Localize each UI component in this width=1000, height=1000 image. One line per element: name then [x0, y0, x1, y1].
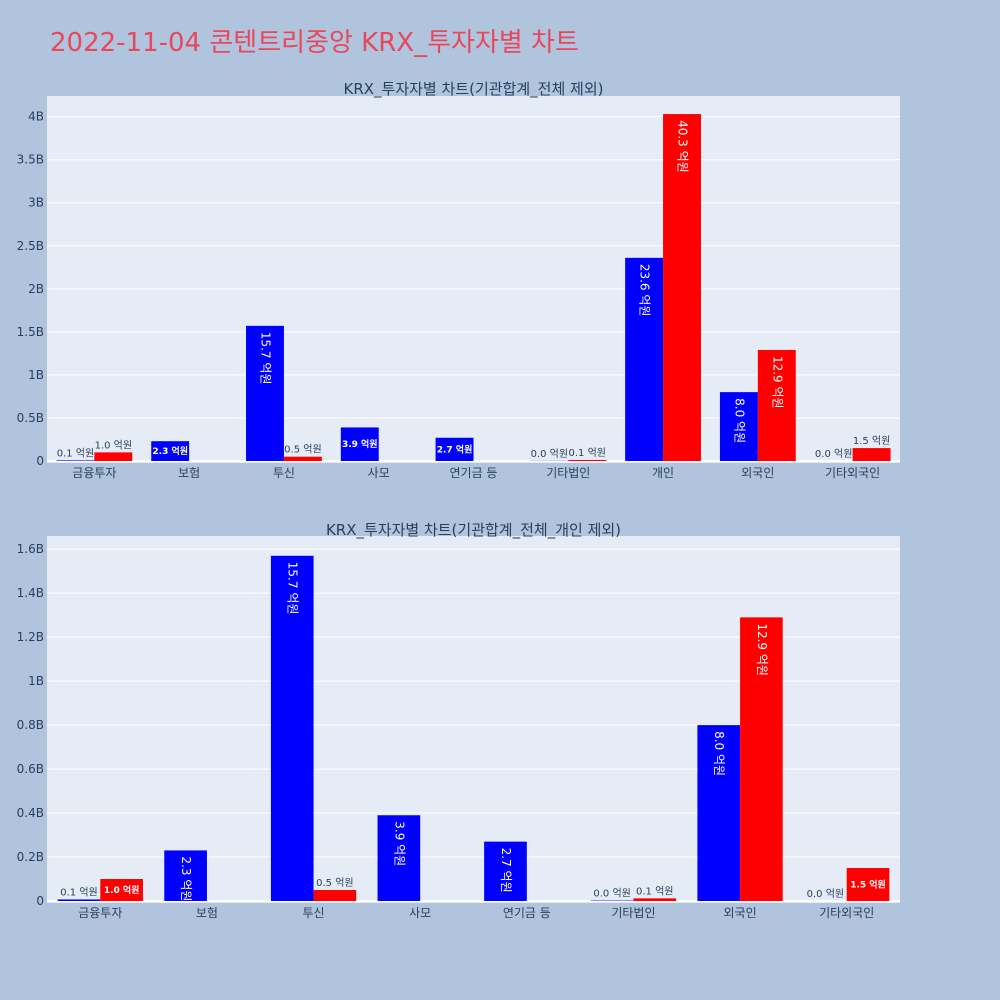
- x-tick-label: 금융투자: [72, 466, 116, 480]
- bar: [435, 437, 474, 461]
- data-label: 3.9 억원: [342, 438, 378, 450]
- y-tick-label: 0.5B: [17, 411, 44, 425]
- data-label: 40.3 억원: [676, 120, 690, 173]
- bar: [740, 617, 783, 901]
- data-label: 8.0 억원: [732, 398, 746, 443]
- bar: [719, 392, 758, 461]
- bar: [484, 841, 527, 901]
- x-tick-label: 기타외국인: [819, 906, 874, 920]
- y-tick-label: 0.4B: [17, 806, 44, 820]
- y-tick-label: 1.4B: [17, 586, 44, 600]
- data-label: 0.1 억원: [57, 447, 94, 459]
- x-tick-label: 연기금 등: [503, 906, 551, 920]
- y-tick-label: 0: [36, 894, 44, 908]
- chart-1: 0 0.5B 1B 1.5B 2B 2.5B 3B 3.5B 4B KRX_투자자별 차트(기관합…: [17, 80, 900, 480]
- data-label: 1.0 억원: [95, 439, 132, 451]
- x-tick-label: 기타법인: [546, 466, 590, 480]
- x-tick-label: 보험: [178, 466, 200, 480]
- chart-title: KRX_투자자별 차트(기관합계_전체 제외): [344, 80, 604, 99]
- data-label: 2.7 억원: [499, 848, 513, 893]
- bar: [697, 725, 741, 901]
- data-label: 15.7 억원: [258, 332, 272, 385]
- y-tick-label: 0.6B: [17, 762, 44, 776]
- y-tick-label: 1.5B: [17, 325, 44, 339]
- x-tick-label: 기타법인: [611, 906, 655, 920]
- x-tick-label: 금융투자: [78, 906, 122, 920]
- data-label: 1.5 억원: [853, 435, 890, 447]
- bar: [283, 456, 322, 461]
- bar: [568, 459, 607, 461]
- bar: [377, 815, 421, 901]
- y-tick-label: 3B: [28, 196, 44, 210]
- bar: [56, 460, 95, 461]
- x-tick-label: 사모: [368, 466, 390, 480]
- data-label: 0.0 억원: [807, 888, 844, 900]
- bar: [757, 349, 796, 461]
- data-label: 0.0 억원: [593, 888, 630, 900]
- x-tick-label: 보험: [196, 906, 218, 920]
- y-tick-label: 1.2B: [17, 630, 44, 644]
- data-label: 3.9 억원: [392, 821, 406, 866]
- x-tick-label: 기타외국인: [825, 466, 880, 480]
- bar: [270, 555, 314, 901]
- bar: [57, 899, 101, 901]
- bar: [633, 898, 677, 901]
- x-tick-label: 연기금 등: [450, 466, 498, 480]
- data-label: 0.0 억원: [815, 448, 852, 460]
- bar: [164, 850, 207, 901]
- y-tick-label: 2.5B: [17, 239, 44, 253]
- y-tick-label: 2B: [28, 282, 44, 296]
- data-label: 2.3 억원: [179, 856, 193, 901]
- bar: [313, 890, 357, 901]
- bar: [663, 114, 701, 462]
- bar: [625, 257, 664, 461]
- x-tick-label: 외국인: [724, 906, 757, 920]
- data-label: 1.5 억원: [850, 879, 886, 891]
- bar: [94, 452, 133, 461]
- y-tick-label: 1B: [28, 368, 44, 382]
- data-label: 0.5 억원: [284, 444, 321, 456]
- y-tick-label: 0: [36, 454, 44, 468]
- data-label: 1.0 억원: [104, 884, 140, 896]
- data-label: 0.1 억원: [636, 885, 673, 897]
- bar: [246, 325, 284, 461]
- data-label: 15.7 억원: [286, 562, 300, 615]
- chart-2: 0 0.2B 0.4B 0.6B 0.8B 1B 1.2B 1.4B 1.6B KRX_투자자별 …: [17, 521, 900, 920]
- x-tick-label: 투신: [273, 466, 295, 480]
- y-tick-label: 0.8B: [17, 718, 44, 732]
- data-label: 2.3 억원: [152, 445, 188, 457]
- y-tick-label: 3.5B: [17, 153, 44, 167]
- data-label: 2.7 억원: [437, 443, 473, 455]
- y-tick-label: 0.2B: [17, 850, 44, 864]
- data-label: 12.9 억원: [770, 356, 784, 409]
- x-tick-label: 사모: [409, 906, 431, 920]
- data-label: 0.1 억원: [60, 886, 97, 898]
- data-label: 23.6 억원: [638, 264, 652, 317]
- data-label: 8.0 억원: [712, 731, 726, 776]
- bar: [151, 441, 190, 461]
- data-label: 0.5 억원: [316, 877, 353, 889]
- data-label: 12.9 억원: [755, 623, 769, 676]
- data-label: 0.0 억원: [531, 448, 568, 460]
- bar: [340, 427, 379, 461]
- x-tick-label: 투신: [303, 906, 325, 920]
- x-tick-label: 개인: [652, 466, 674, 480]
- x-tick-label: 외국인: [741, 466, 774, 480]
- y-tick-label: 4B: [28, 110, 44, 124]
- bar: [100, 879, 143, 901]
- data-label: 0.1 억원: [568, 447, 605, 459]
- chart-title: KRX_투자자별 차트(기관합계_전체_개인 제외): [326, 521, 621, 540]
- bar: [852, 448, 891, 461]
- page-title: 2022-11-04 콘텐트리중앙 KRX_투자자별 차트: [50, 28, 579, 58]
- y-tick-label: 1.6B: [17, 542, 44, 556]
- bar: [846, 868, 890, 901]
- y-tick-label: 1B: [28, 674, 44, 688]
